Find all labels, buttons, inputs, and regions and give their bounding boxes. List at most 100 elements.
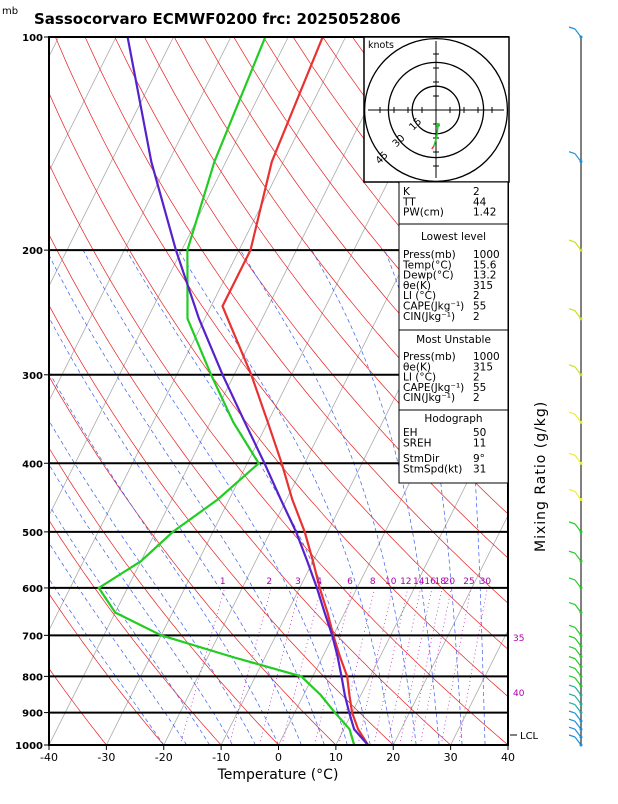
wind-barb — [575, 649, 581, 657]
wind-barb-flag — [569, 625, 575, 627]
mixing-ratio-line — [180, 588, 225, 745]
wind-barb — [575, 696, 581, 704]
mixing-ratio-line — [358, 588, 393, 745]
wind-barb-flag — [569, 412, 575, 414]
wind-barb-dot — [580, 655, 583, 658]
moist-adiabat-line — [0, 250, 278, 745]
wind-barb — [575, 687, 581, 695]
mixing-ratio-tick-label: 8 — [370, 577, 376, 587]
moist-adiabat-line — [0, 250, 210, 745]
wind-barb-flag — [569, 522, 575, 524]
wind-barb-flag — [569, 603, 575, 605]
wind-barb-flag — [569, 676, 575, 678]
wind-barb — [575, 553, 581, 561]
wind-barb-flag — [569, 703, 575, 705]
mixing-ratio-tick-label: 14 — [413, 577, 425, 587]
isotherm-line — [0, 37, 1, 745]
mixing-ratio-tick-label: 1 — [220, 577, 226, 587]
isotherm-line — [508, 37, 618, 745]
wind-barb — [575, 705, 581, 713]
y-tick-label: 700 — [22, 631, 43, 642]
mixing-ratio-line — [315, 588, 352, 745]
wind-barb-dot — [580, 728, 583, 731]
mixing-ratio-tick-label: 4 — [316, 577, 322, 587]
wind-barb-flag — [569, 719, 575, 721]
wind-barb-dot — [580, 530, 583, 533]
index-row-label: PW(cm) — [403, 207, 444, 219]
wind-barb-flag — [569, 551, 575, 553]
wind-barb — [575, 491, 581, 499]
wind-barb-flag — [569, 735, 575, 737]
wind-barb-flag — [569, 578, 575, 580]
lowest-level-header: Lowest level — [421, 231, 486, 243]
mixing-ratio-tick-label: 2 — [266, 577, 272, 587]
wind-barb — [575, 311, 581, 319]
y-tick-label: 1000 — [15, 741, 43, 752]
dry-adiabat-line — [0, 37, 106, 745]
wind-barb-dot — [580, 373, 583, 376]
wind-barb-flag — [569, 685, 575, 687]
wind-barb-dot — [580, 560, 583, 563]
y-tick-label: 600 — [22, 584, 43, 595]
hodo-row-value: 11 — [473, 437, 486, 449]
isotherm-line — [0, 37, 288, 745]
wind-barb-flag — [569, 657, 575, 659]
hodograph-params-header: Hodograph — [424, 413, 482, 425]
wind-barb-dot — [580, 611, 583, 614]
hodo-row-value: 31 — [473, 463, 486, 475]
wind-barb — [575, 242, 581, 250]
wind-barb-dot — [580, 684, 583, 687]
x-tick-label: 30 — [444, 751, 458, 764]
most-unstable-row-label: CIN(Jkg⁻¹) — [403, 392, 455, 404]
x-tick-label: -10 — [212, 751, 230, 764]
wind-barb — [575, 414, 581, 422]
wind-barb — [575, 678, 581, 686]
wind-barb-dot — [580, 675, 583, 678]
mixing-ratio-tick-label: 6 — [347, 577, 353, 587]
wind-barb-dot — [580, 645, 583, 648]
x-axis-label: Temperature (°C) — [217, 767, 339, 783]
index-row-value: 1.42 — [473, 207, 496, 219]
wind-barb-dot — [580, 665, 583, 668]
pressure-unit-label: mb — [2, 6, 18, 17]
wind-barb-dot — [580, 711, 583, 714]
wind-barb — [575, 455, 581, 463]
mixing-ratio-tick-label: 12 — [400, 577, 411, 587]
wind-barb-flag — [569, 647, 575, 649]
wind-barb-flag — [569, 711, 575, 713]
moist-adiabat-line — [0, 250, 187, 745]
wind-barb-dot — [580, 317, 583, 320]
wind-barb — [575, 668, 581, 676]
hodo-row-label: StmSpd(kt) — [403, 463, 462, 475]
wind-barb-dot — [580, 736, 583, 739]
wind-barb — [575, 721, 581, 729]
wind-barb-dot — [580, 498, 583, 501]
dry-adiabat-line — [85, 37, 618, 745]
wind-profile — [569, 27, 583, 747]
x-tick-label: 10 — [329, 751, 343, 764]
wind-barb — [575, 713, 581, 721]
chart-title: Sassocorvaro ECMWF0200 frc: 2025052806 — [34, 10, 401, 28]
lcl-label: LCL — [520, 731, 539, 742]
profiles — [99, 37, 368, 745]
y-tick-label: 400 — [22, 459, 43, 470]
wind-barb-flag — [569, 694, 575, 696]
x-tick-label: -20 — [155, 751, 173, 764]
wind-barb-flag — [569, 666, 575, 668]
mixing-ratio-axis-label: Mixing Ratio (g/kg) — [533, 401, 549, 552]
wind-barb-dot — [580, 586, 583, 589]
wind-barb — [575, 659, 581, 667]
wind-barb — [575, 580, 581, 588]
wind-barb-dot — [580, 744, 583, 747]
isotherm-line — [49, 37, 403, 745]
wind-barb-flag — [569, 489, 575, 491]
wind-barb-flag — [569, 240, 575, 242]
wind-barb-flag — [569, 727, 575, 729]
wind-barb-dot — [580, 702, 583, 705]
lowest-level-row-value: 2 — [473, 311, 480, 323]
lowest-level-row-label: CIN(Jkg⁻¹) — [403, 311, 455, 323]
mixing-ratio-line — [374, 588, 408, 745]
